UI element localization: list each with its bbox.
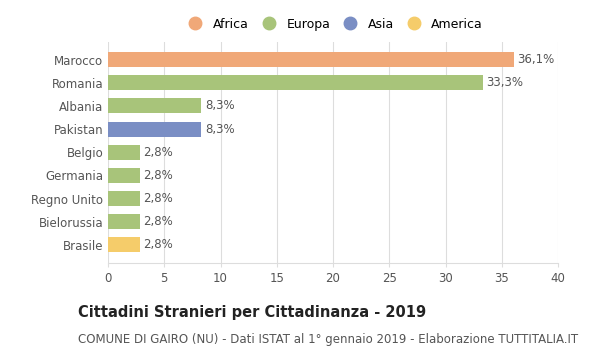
Text: 2,8%: 2,8%: [143, 215, 173, 228]
Text: 36,1%: 36,1%: [517, 53, 555, 66]
Text: 2,8%: 2,8%: [143, 238, 173, 251]
Text: 2,8%: 2,8%: [143, 169, 173, 182]
Text: 33,3%: 33,3%: [486, 76, 523, 89]
Bar: [108, 75, 482, 90]
Legend: Africa, Europa, Asia, America: Africa, Europa, Asia, America: [181, 15, 485, 33]
Bar: [108, 145, 139, 160]
Text: Cittadini Stranieri per Cittadinanza - 2019: Cittadini Stranieri per Cittadinanza - 2…: [78, 304, 426, 320]
Text: COMUNE DI GAIRO (NU) - Dati ISTAT al 1° gennaio 2019 - Elaborazione TUTTITALIA.I: COMUNE DI GAIRO (NU) - Dati ISTAT al 1° …: [78, 332, 578, 345]
Bar: [108, 237, 139, 252]
Bar: [108, 52, 514, 67]
Text: 8,3%: 8,3%: [205, 99, 235, 112]
Bar: [108, 168, 139, 183]
Bar: [108, 121, 202, 136]
Text: 2,8%: 2,8%: [143, 146, 173, 159]
Bar: [108, 98, 202, 113]
Text: 2,8%: 2,8%: [143, 192, 173, 205]
Text: 8,3%: 8,3%: [205, 122, 235, 135]
Bar: [108, 214, 139, 229]
Bar: [108, 191, 139, 206]
